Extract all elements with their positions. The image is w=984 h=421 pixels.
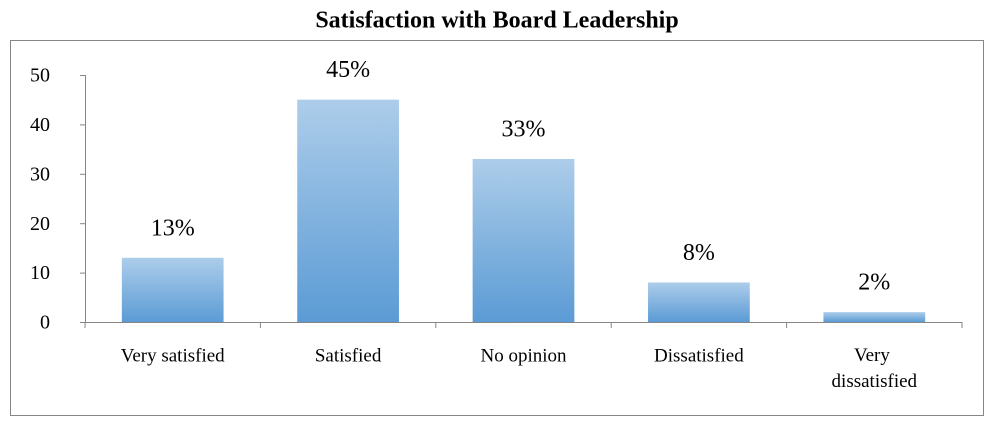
bar	[823, 312, 926, 322]
value-label: 13%	[151, 215, 195, 241]
value-label: 2%	[858, 270, 890, 296]
bar	[121, 257, 224, 322]
x-tick-label: Very dissatisfied	[832, 345, 918, 392]
y-tick-label: 40	[30, 114, 50, 136]
x-tick-label: Satisfied	[315, 345, 382, 366]
x-tick-label: No opinion	[480, 345, 567, 366]
chart-title: Satisfaction with Board Leadership	[315, 8, 678, 34]
y-tick-label: 30	[30, 163, 50, 185]
bar	[472, 158, 575, 322]
x-tick-label-line: dissatisfied	[832, 371, 918, 392]
bar	[648, 282, 750, 322]
value-label: 45%	[326, 57, 370, 83]
value-label: 33%	[502, 116, 546, 142]
y-tick-label: 10	[30, 262, 50, 284]
y-tick-label: 20	[30, 213, 50, 235]
y-tick-label: 50	[30, 65, 50, 87]
x-tick-label: Very satisfied	[121, 345, 225, 366]
x-tick-label-line: Very	[854, 345, 895, 366]
x-tick-label: Dissatisfied	[654, 345, 744, 366]
value-label: 8%	[683, 240, 715, 266]
y-tick-label: 0	[40, 312, 50, 334]
bar	[297, 99, 399, 322]
